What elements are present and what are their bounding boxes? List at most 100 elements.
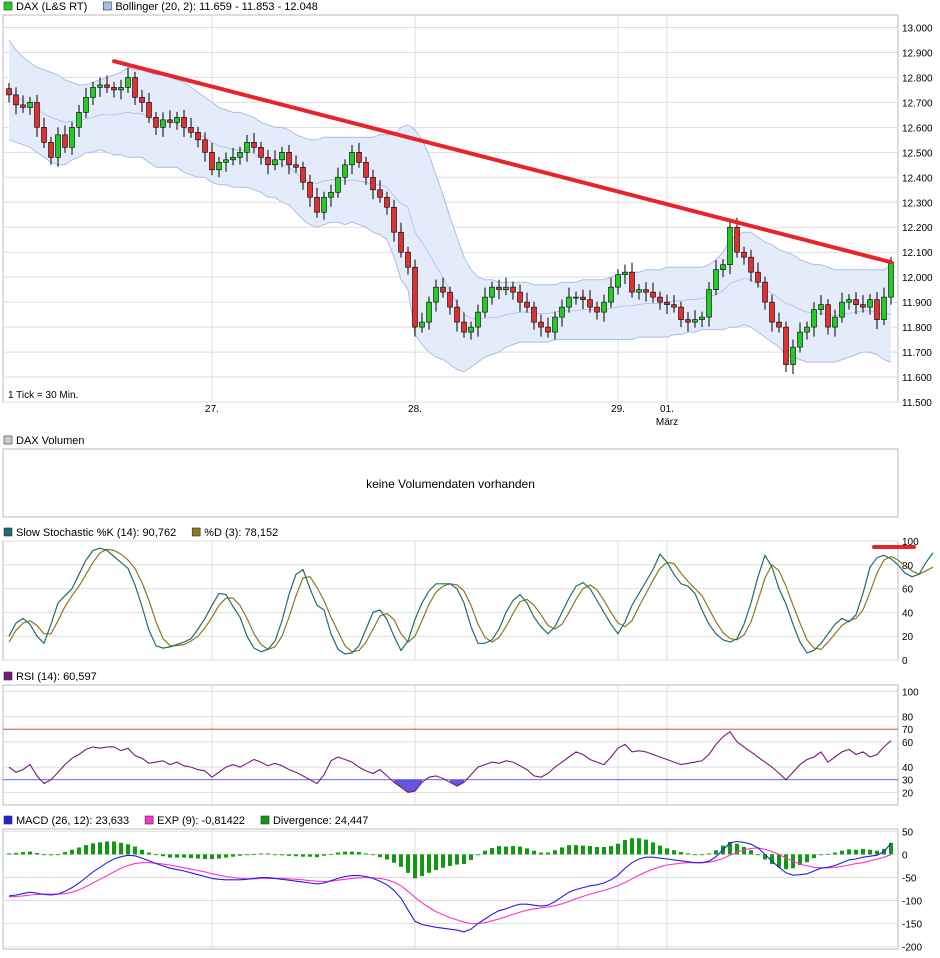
candle-body <box>62 134 68 148</box>
divergence-bar <box>770 854 774 865</box>
divergence-bar <box>385 854 389 860</box>
divergence-bar <box>644 839 648 855</box>
divergence-bar <box>686 853 690 855</box>
legend-swatch <box>3 815 13 825</box>
divergence-bar <box>581 845 585 855</box>
divergence-bar <box>511 846 515 855</box>
candle-body <box>664 301 670 305</box>
y-tick-label: 12.900 <box>902 48 933 59</box>
candle-body <box>279 152 285 161</box>
divergence-bar <box>287 854 291 856</box>
divergence-bar <box>840 850 844 855</box>
divergence-bar <box>140 849 144 855</box>
bollinger-lower-line <box>8 139 892 373</box>
candle-body <box>90 87 96 98</box>
divergence-bar <box>196 854 200 859</box>
divergence-bar <box>588 846 592 855</box>
divergence-bar <box>539 852 543 855</box>
divergence-bar <box>56 854 60 856</box>
divergence-bar <box>707 853 711 855</box>
divergence-bar <box>490 847 494 855</box>
candle-body <box>111 87 117 91</box>
divergence-bar <box>735 843 739 855</box>
candle-body <box>510 286 516 293</box>
y-tick-label: 13.000 <box>902 23 933 34</box>
candle-body <box>587 299 593 308</box>
candle-body <box>328 191 334 198</box>
divergence-bar <box>28 851 32 855</box>
candle-body <box>286 152 292 166</box>
divergence-bar <box>357 852 361 855</box>
candle-body <box>622 271 628 275</box>
trend-line <box>112 59 893 265</box>
y-tick-label: 60 <box>902 738 914 749</box>
candle-body <box>349 152 355 166</box>
candle-body <box>363 162 369 178</box>
divergence-bar <box>672 850 676 855</box>
legend-swatch <box>260 815 270 825</box>
legend-label: Slow Stochastic %K (14): 90,762 <box>16 527 176 539</box>
rsi-oversold-area <box>450 779 464 787</box>
candle-body <box>55 134 61 158</box>
divergence-bar <box>259 853 263 855</box>
divergence-bar <box>280 854 284 856</box>
legend-label: MACD (26, 12): 23,633 <box>16 815 129 827</box>
candle-body <box>545 326 551 333</box>
y-tick-label: 12.100 <box>902 248 933 259</box>
candle-body <box>167 119 173 123</box>
candle-body <box>13 94 19 106</box>
candle-body <box>216 162 222 171</box>
divergence-bar <box>497 846 501 855</box>
divergence-bar <box>70 849 74 855</box>
candle-body <box>69 127 75 148</box>
candle-body <box>195 132 201 141</box>
divergence-bar <box>182 854 186 858</box>
candle-body <box>412 266 418 328</box>
x-tick-label: 27. <box>205 404 219 415</box>
divergence-bar <box>189 854 193 859</box>
candle-body <box>853 299 859 305</box>
divergence-bar <box>238 854 242 856</box>
divergence-bar <box>602 847 606 855</box>
y-tick-label: 12.500 <box>902 148 933 159</box>
y-tick-label: 20 <box>902 632 914 643</box>
candle-body <box>538 321 544 328</box>
divergence-bar <box>63 852 67 855</box>
candle-body <box>223 159 229 163</box>
candle-body <box>797 331 803 348</box>
candle-body <box>475 311 481 328</box>
divergence-bar <box>504 846 508 855</box>
candle-body <box>517 291 523 303</box>
legend-swatch <box>103 1 112 11</box>
y-tick-label: 40 <box>902 763 914 774</box>
divergence-bar <box>553 850 557 855</box>
divergence-bar <box>399 854 403 867</box>
candle-body <box>566 296 572 308</box>
divergence-bar <box>826 853 830 855</box>
candle-body <box>188 127 194 133</box>
stochastic-d-line <box>8 548 934 653</box>
candle-body <box>265 157 271 166</box>
candle-body <box>153 117 159 128</box>
legend-swatch <box>3 1 13 11</box>
candle-body <box>251 142 257 148</box>
y-tick-label: 11.800 <box>902 323 932 334</box>
candle-body <box>356 152 362 163</box>
y-tick-label: 11.900 <box>902 298 932 309</box>
candle-body <box>118 87 124 91</box>
y-tick-label: 80 <box>902 713 914 724</box>
candle-body <box>307 181 313 198</box>
y-tick-label: 12.200 <box>902 223 933 234</box>
divergence-bar <box>420 854 424 877</box>
divergence-bar <box>112 841 116 855</box>
candle-body <box>783 326 789 365</box>
divergence-bar <box>623 840 627 855</box>
divergence-bar <box>546 852 550 855</box>
candle-body <box>839 301 845 318</box>
volume-panel <box>2 448 899 518</box>
candle-body <box>27 102 33 108</box>
candle-body <box>244 142 250 153</box>
divergence-bar <box>637 838 641 855</box>
divergence-bar <box>322 854 326 856</box>
